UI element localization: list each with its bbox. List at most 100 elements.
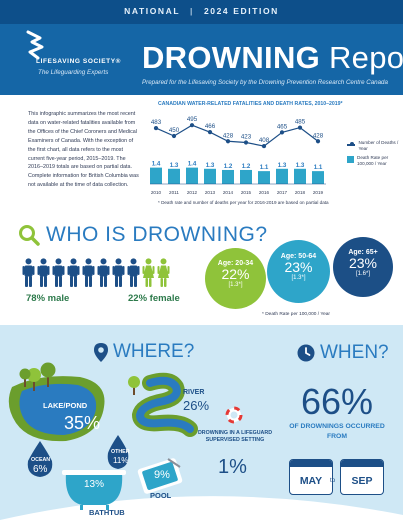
wave-shape	[0, 496, 403, 526]
rate-value-label: 1.1	[314, 164, 323, 171]
who-title: WHO IS DROWNING?	[46, 223, 268, 246]
age-label: Age: 50-64	[280, 253, 317, 260]
rate-value-label: 1.4	[188, 161, 197, 168]
where-title: WHERE?	[113, 341, 195, 362]
report-title-bold: DROWNING	[142, 40, 321, 75]
age-circle-50-64: Age: 50-64 23% [1.3*]	[267, 240, 330, 303]
other-drop-shape	[107, 435, 129, 469]
deaths-point	[243, 140, 249, 145]
deaths-point	[189, 123, 195, 128]
legend-label-deaths: Number of Deaths / Year	[358, 140, 399, 151]
x-tick-label: 2010	[151, 190, 162, 195]
ocean-label: OCEAN	[31, 457, 51, 463]
rate-bar	[240, 169, 252, 184]
magnifier-icon	[19, 225, 40, 246]
age-death-rate: [1.3*]	[291, 275, 306, 281]
x-tick-label: 2018	[295, 190, 306, 195]
rate-value-label: 1.3	[296, 162, 305, 169]
rate-bar	[186, 167, 198, 184]
male-person-icon	[22, 258, 35, 287]
male-person-icon	[97, 258, 110, 287]
pool-percentage: 9%	[154, 469, 170, 481]
male-person-icon	[67, 258, 80, 287]
age-circle-65-plus: Age: 65+ 23% [1.6*]	[333, 237, 393, 297]
where-section-header: WHERE?	[94, 341, 194, 363]
male-person-icon	[37, 258, 50, 287]
deaths-point	[153, 125, 159, 131]
bathtub-percentage: 13%	[84, 479, 105, 490]
deaths-point	[315, 139, 321, 144]
when-section-header: WHEN?	[297, 342, 389, 364]
chart-legend: Number of Deaths / Year Death Rate per 1…	[347, 140, 401, 170]
x-tick-label: 2019	[313, 190, 324, 195]
age-label: Age: 65+	[348, 249, 378, 256]
lake-water-shape	[19, 383, 97, 435]
rate-bar	[294, 168, 306, 184]
when-percentage: 66%	[300, 381, 374, 422]
edition-national: NATIONAL	[124, 6, 181, 16]
age-percentage: 23%	[348, 255, 378, 271]
where-when-panel: WHERE? WHEN? LAKE/POND 35% RIVER 26% OCE…	[0, 325, 403, 526]
calendar-month-from: MAY	[299, 475, 323, 487]
where-illustration	[0, 362, 403, 526]
female-person-icon	[157, 258, 170, 287]
rate-value-label: 1.3	[206, 162, 215, 169]
calendar-month-to: SEP	[351, 475, 373, 487]
death-rate-footnote: * Death Rate per 100,000 / Year	[262, 312, 331, 317]
who-section-header: WHO IS DROWNING?	[18, 223, 268, 247]
header-banner: NATIONAL | 2024 EDITION LIFESAVING SOCIE…	[0, 0, 403, 95]
male-person-icon	[82, 258, 95, 287]
rate-value-label: 1.3	[170, 162, 179, 169]
x-tick-label: 2012	[187, 190, 198, 195]
x-tick-label: 2015	[241, 190, 252, 195]
deaths-point	[261, 143, 267, 149]
male-person-icon	[127, 258, 140, 287]
when-title: WHEN?	[320, 342, 389, 363]
rate-bar	[276, 168, 288, 184]
rate-bar	[222, 169, 234, 184]
lake-label: LAKE/POND	[43, 401, 88, 410]
age-percentage: 22%	[221, 266, 250, 282]
edition-bar: NATIONAL | 2024 EDITION	[0, 0, 403, 24]
female-percentage: 22% female	[128, 293, 180, 304]
male-percentage: 78% male	[26, 293, 70, 304]
x-tick-label: 2016	[259, 190, 270, 195]
edition-year: 2024 EDITION	[203, 6, 279, 16]
deaths-point	[225, 139, 231, 144]
rate-bar	[258, 171, 270, 184]
x-tick-label: 2014	[223, 190, 234, 195]
deaths-point	[171, 133, 177, 139]
deaths-value-label: 428	[223, 132, 234, 139]
legend-label-rate: Death Rate per 100,000 / Year	[357, 155, 389, 166]
calendar-header	[290, 460, 332, 467]
intro-paragraph: This infographic summarizes the most rec…	[28, 111, 139, 189]
lake-percentage: 35%	[64, 413, 101, 433]
calendar-may: MAY	[289, 459, 333, 495]
age-label: Age: 20-34	[217, 260, 254, 267]
deaths-point	[207, 130, 213, 135]
calendar-sep: SEP	[340, 459, 384, 495]
chart-footnote: * Death rate and number of deaths per ye…	[158, 200, 329, 205]
map-pin-icon	[94, 342, 108, 362]
deaths-value-label: 483	[151, 119, 162, 126]
lifeguard-label: DROWNING IN A LIFEGUARD SUPERVISED SETTI…	[197, 430, 273, 443]
x-tick-label: 2013	[205, 190, 216, 195]
report-title: DROWNING Report	[142, 40, 403, 76]
river-label: RIVER	[183, 389, 205, 396]
x-tick-label: 2017	[277, 190, 288, 195]
age-circle-20-34: Age: 20-34 22% [1.3*]	[205, 248, 266, 309]
lifesaving-logo-icon	[26, 30, 44, 60]
rate-value-label: 1.4	[152, 161, 161, 168]
people-pictogram-row	[22, 258, 170, 288]
calendar-header	[341, 460, 383, 467]
edition-text: NATIONAL | 2024 EDITION	[0, 6, 403, 16]
female-person-icon	[142, 258, 155, 287]
chart-title: CANADIAN WATER-RELATED FATALITIES AND DE…	[158, 101, 343, 107]
male-person-icon	[52, 258, 65, 287]
deaths-value-label: 466	[205, 123, 216, 130]
male-person-icon	[112, 258, 125, 287]
clock-icon	[297, 344, 315, 362]
deaths-value-label: 485	[295, 119, 306, 126]
bathtub-label: BATHTUB	[89, 508, 125, 517]
report-title-light: Report	[328, 40, 403, 75]
